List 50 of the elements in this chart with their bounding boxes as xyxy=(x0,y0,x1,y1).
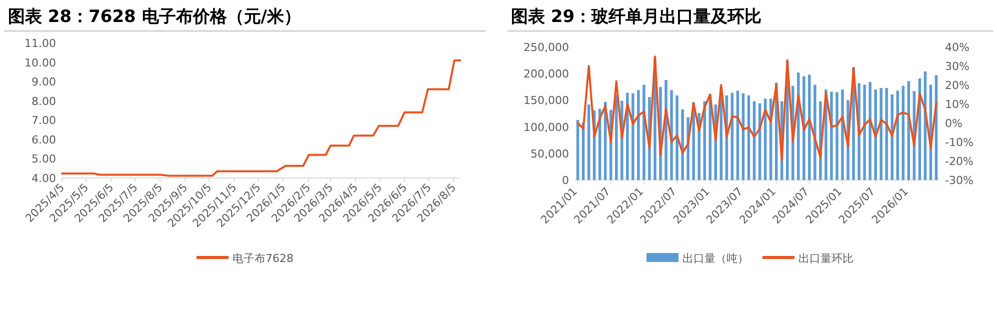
bar xyxy=(836,92,838,180)
chart-title: 图表 28：7628 电子布价格（元/米） xyxy=(8,7,302,27)
bar xyxy=(890,94,894,180)
bar xyxy=(626,92,629,180)
bar xyxy=(676,95,678,180)
y2-tick-label: 30% xyxy=(945,60,970,73)
y-tick-label: 100,000 xyxy=(524,120,569,134)
y-tick-label: 10.00 xyxy=(24,56,56,70)
y-tick-label: 5.00 xyxy=(32,152,56,166)
y-tick-label: 6.00 xyxy=(32,133,56,146)
legend: 电子布7628 xyxy=(196,252,294,265)
y2-tick-label: 0% xyxy=(945,117,962,130)
y-tick-label: 9.00 xyxy=(32,76,56,89)
y-tick-label: 200,000 xyxy=(524,68,569,81)
bar xyxy=(808,74,811,180)
chart-title: 图表 29：玻纤单月出口量及环比 xyxy=(511,7,762,27)
bar xyxy=(703,101,706,180)
bar xyxy=(863,84,866,180)
bar xyxy=(587,104,590,180)
legend-label: 电子布7628 xyxy=(232,252,294,265)
bar xyxy=(814,84,816,180)
y2-tick-label: 20% xyxy=(945,79,970,92)
bar xyxy=(802,76,806,180)
bar xyxy=(642,84,646,180)
bar xyxy=(874,90,877,180)
bar xyxy=(841,90,844,180)
bar xyxy=(885,88,888,180)
y-tick-label: 11.00 xyxy=(24,37,56,50)
y2-tick-label: -10% xyxy=(945,136,974,149)
bar xyxy=(670,90,673,180)
y-tick-label: 150,000 xyxy=(524,94,569,108)
y2-tick-label: 10% xyxy=(945,98,970,111)
y-tick-label: 4.00 xyxy=(32,172,56,185)
y-tick-label: 7.00 xyxy=(32,114,56,128)
y-tick-label: 250,000 xyxy=(524,41,569,54)
bar xyxy=(681,109,684,180)
legend-label: 出口量环比 xyxy=(798,252,854,265)
y2-tick-label: 40% xyxy=(945,41,970,54)
y-tick-label: 8.00 xyxy=(32,94,56,108)
line-series xyxy=(576,56,938,162)
bar xyxy=(868,82,872,180)
legend-label: 出口量（吨） xyxy=(682,252,748,265)
y-tick-label: 0 xyxy=(562,174,569,187)
bar xyxy=(637,90,640,180)
bar xyxy=(632,93,634,180)
y2-tick-label: -30% xyxy=(945,174,974,187)
y-tick-label: 50,000 xyxy=(530,147,569,160)
bar xyxy=(830,92,833,180)
y2-tick-label: -20% xyxy=(945,155,974,168)
bar xyxy=(880,88,882,180)
